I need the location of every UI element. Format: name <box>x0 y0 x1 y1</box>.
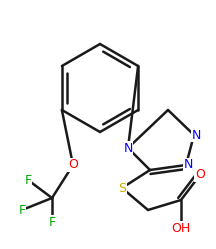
Text: O: O <box>68 159 78 172</box>
Text: F: F <box>18 203 25 216</box>
Text: N: N <box>183 159 193 172</box>
Text: O: O <box>195 169 205 182</box>
Text: F: F <box>24 174 32 187</box>
Text: N: N <box>191 128 201 141</box>
Text: N: N <box>123 141 133 154</box>
Text: F: F <box>48 215 56 229</box>
Text: S: S <box>118 182 126 194</box>
Text: OH: OH <box>171 222 191 235</box>
